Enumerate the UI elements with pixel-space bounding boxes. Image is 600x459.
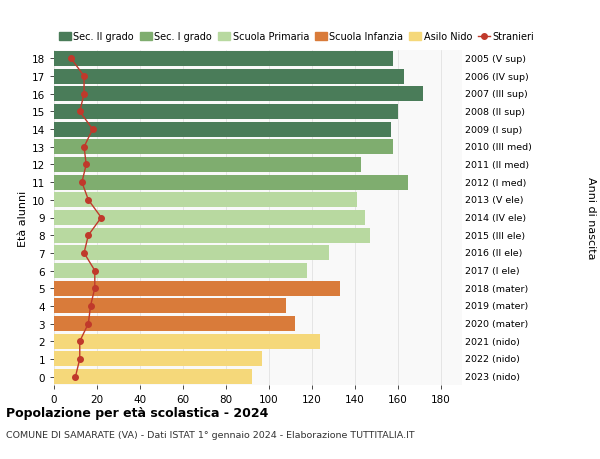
Text: 2013 (V ele): 2013 (V ele): [465, 196, 523, 205]
Bar: [54, 157, 361, 173]
Bar: [54, 281, 340, 296]
Text: 2006 (IV sup): 2006 (IV sup): [465, 73, 529, 81]
Bar: [54, 263, 307, 279]
Bar: [54, 211, 365, 225]
Bar: [54, 69, 404, 84]
Bar: [54, 87, 424, 102]
Bar: [54, 369, 251, 384]
Bar: [54, 175, 409, 190]
Bar: [54, 193, 357, 208]
Y-axis label: Età alunni: Età alunni: [17, 190, 28, 246]
Legend: Sec. II grado, Sec. I grado, Scuola Primaria, Scuola Infanzia, Asilo Nido, Stran: Sec. II grado, Sec. I grado, Scuola Prim…: [59, 32, 535, 42]
Text: 2019 (mater): 2019 (mater): [465, 302, 528, 311]
Text: 2005 (V sup): 2005 (V sup): [465, 55, 526, 64]
Bar: [54, 140, 393, 155]
Bar: [54, 52, 393, 67]
Text: 2017 (I ele): 2017 (I ele): [465, 266, 520, 275]
Text: 2021 (nido): 2021 (nido): [465, 337, 520, 346]
Text: 2012 (I med): 2012 (I med): [465, 178, 526, 187]
Text: 2008 (II sup): 2008 (II sup): [465, 108, 525, 117]
Text: 2022 (nido): 2022 (nido): [465, 355, 520, 364]
Text: 2010 (III med): 2010 (III med): [465, 143, 532, 152]
Text: 2007 (III sup): 2007 (III sup): [465, 90, 528, 99]
Text: 2009 (I sup): 2009 (I sup): [465, 125, 522, 134]
Text: Anni di nascita: Anni di nascita: [586, 177, 596, 259]
Text: Popolazione per età scolastica - 2024: Popolazione per età scolastica - 2024: [6, 406, 268, 419]
Bar: [54, 334, 320, 349]
Text: 2020 (mater): 2020 (mater): [465, 319, 528, 328]
Text: 2018 (mater): 2018 (mater): [465, 284, 528, 293]
Bar: [54, 316, 295, 331]
Bar: [54, 105, 398, 120]
Bar: [54, 228, 370, 243]
Text: 2015 (III ele): 2015 (III ele): [465, 231, 525, 240]
Bar: [54, 352, 262, 367]
Text: COMUNE DI SAMARATE (VA) - Dati ISTAT 1° gennaio 2024 - Elaborazione TUTTITALIA.I: COMUNE DI SAMARATE (VA) - Dati ISTAT 1° …: [6, 431, 415, 440]
Text: 2023 (nido): 2023 (nido): [465, 372, 520, 381]
Bar: [54, 123, 391, 137]
Text: 2014 (IV ele): 2014 (IV ele): [465, 213, 526, 223]
Text: 2011 (II med): 2011 (II med): [465, 161, 529, 170]
Text: 2016 (II ele): 2016 (II ele): [465, 249, 523, 258]
Bar: [54, 299, 286, 313]
Bar: [54, 246, 329, 261]
